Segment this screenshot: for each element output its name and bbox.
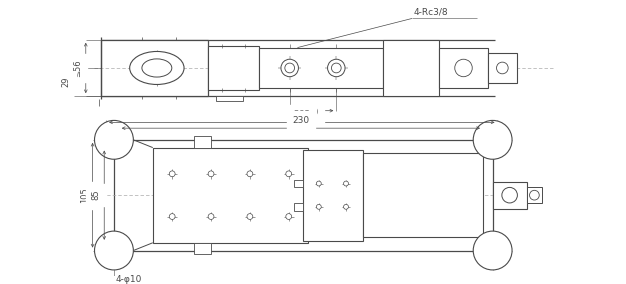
Circle shape: [473, 120, 512, 159]
Ellipse shape: [130, 51, 184, 84]
Circle shape: [344, 204, 349, 209]
Text: 105: 105: [80, 187, 89, 203]
Bar: [259, 48, 383, 88]
Circle shape: [208, 171, 214, 177]
Bar: [526, 187, 542, 203]
Bar: [294, 203, 303, 211]
Text: 230: 230: [292, 116, 309, 125]
Circle shape: [496, 62, 508, 74]
Text: 85: 85: [91, 190, 100, 201]
Circle shape: [281, 59, 299, 77]
Circle shape: [344, 181, 349, 186]
Text: 4-Rc3/8: 4-Rc3/8: [414, 7, 449, 16]
Circle shape: [286, 214, 292, 220]
Text: 40: 40: [307, 108, 319, 118]
Bar: [114, 140, 493, 250]
Circle shape: [316, 181, 321, 186]
Bar: [216, 96, 243, 101]
Circle shape: [331, 63, 341, 73]
Circle shape: [285, 63, 295, 73]
Bar: [493, 181, 526, 209]
Circle shape: [169, 171, 175, 177]
Bar: [383, 40, 439, 96]
Text: 263: 263: [293, 110, 310, 120]
Circle shape: [95, 231, 133, 270]
Text: 4-φ10: 4-φ10: [116, 275, 142, 284]
Bar: [101, 40, 208, 96]
Circle shape: [169, 214, 175, 220]
Bar: [208, 46, 259, 90]
Circle shape: [286, 171, 292, 177]
Circle shape: [247, 214, 253, 220]
Circle shape: [327, 59, 345, 77]
Text: ≤56: ≤56: [73, 59, 82, 77]
Bar: [193, 136, 211, 148]
Bar: [439, 48, 488, 88]
Text: 29: 29: [61, 77, 70, 87]
Circle shape: [502, 187, 518, 203]
Bar: [364, 153, 483, 237]
Circle shape: [316, 204, 321, 209]
Bar: [153, 148, 308, 243]
Circle shape: [247, 171, 253, 177]
Circle shape: [454, 59, 472, 77]
Circle shape: [530, 190, 539, 200]
Bar: [303, 150, 364, 241]
Bar: [294, 180, 303, 187]
Circle shape: [95, 120, 133, 159]
Bar: [488, 53, 517, 83]
Circle shape: [473, 231, 512, 270]
Bar: [193, 243, 211, 254]
Ellipse shape: [142, 59, 172, 77]
Circle shape: [208, 214, 214, 220]
